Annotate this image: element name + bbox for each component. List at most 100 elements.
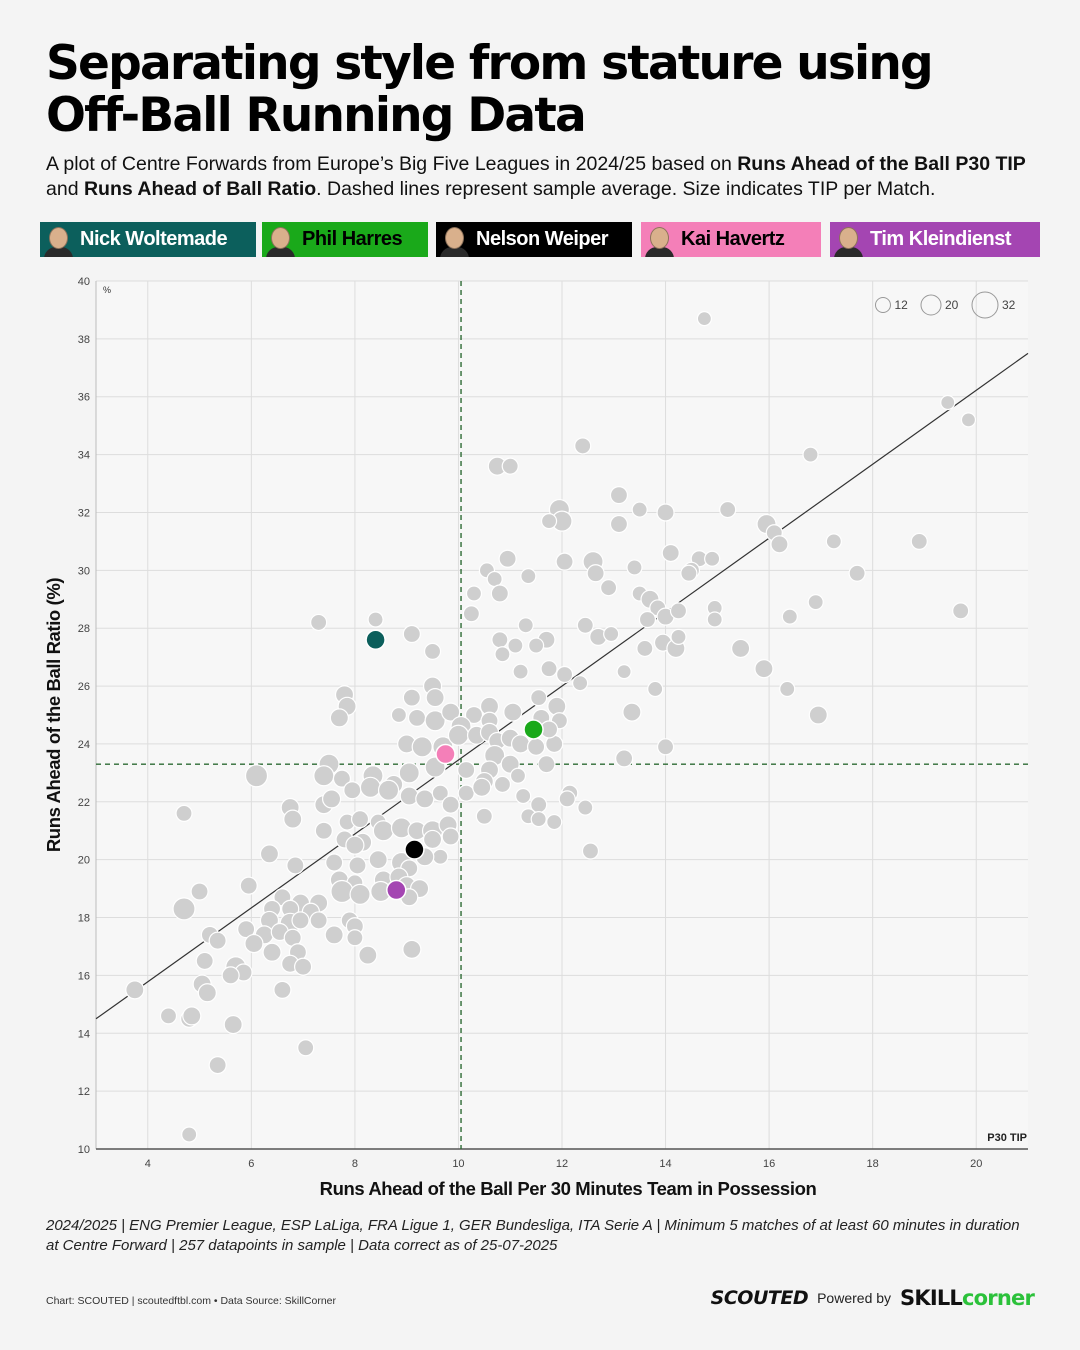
- data-point: [472, 777, 492, 797]
- x-tick-label: 14: [659, 1158, 671, 1170]
- data-point: [503, 702, 523, 722]
- data-point: [576, 616, 594, 634]
- y-tick-label: 14: [78, 1028, 90, 1040]
- footnote: 2024/2025 | ENG Premier League, ESP LaLi…: [46, 1216, 1046, 1256]
- size-legend-label: 20: [945, 298, 959, 312]
- data-point: [848, 564, 866, 582]
- player-chip-havertz: Kai Havertz: [641, 222, 821, 257]
- x-unit-label: P30 TIP: [987, 1132, 1027, 1144]
- x-tick-label: 18: [867, 1158, 879, 1170]
- data-point: [528, 637, 545, 654]
- data-point: [273, 980, 292, 999]
- data-point: [314, 821, 333, 840]
- data-point: [208, 1055, 227, 1075]
- data-point: [181, 1126, 198, 1143]
- data-point: [195, 951, 214, 971]
- data-point: [491, 631, 509, 649]
- data-point: [647, 680, 664, 698]
- data-point: [237, 920, 256, 939]
- data-point: [309, 911, 328, 930]
- data-point: [432, 848, 449, 865]
- data-point: [197, 983, 217, 1003]
- skillcorner-logo: SKILLcorner: [900, 1286, 1035, 1310]
- data-point: [415, 789, 435, 809]
- data-point: [359, 776, 382, 798]
- data-point: [239, 876, 258, 895]
- data-point: [494, 646, 511, 663]
- data-point: [390, 706, 407, 724]
- data-point: [656, 738, 675, 756]
- player-photo-icon: [830, 222, 866, 257]
- data-point: [577, 799, 594, 816]
- subtitle-bold-1: Runs Ahead of the Ball P30 TIP: [737, 153, 1026, 175]
- data-point: [638, 610, 657, 629]
- data-point: [332, 769, 352, 788]
- data-point: [348, 856, 367, 875]
- size-legend-circle: [920, 294, 942, 316]
- data-point: [402, 688, 421, 707]
- data-point: [259, 844, 280, 864]
- data-point: [283, 809, 303, 829]
- subtitle: A plot of Centre Forwards from Europe’s …: [46, 152, 1036, 202]
- data-point: [731, 638, 751, 659]
- brand-logos: SCOUTED Powered by SKILLcorner: [711, 1286, 1035, 1310]
- size-legend-label: 12: [895, 298, 909, 312]
- data-point: [399, 786, 419, 806]
- data-point: [297, 1039, 315, 1057]
- data-point: [457, 760, 476, 780]
- data-point: [706, 611, 723, 628]
- data-point: [441, 827, 460, 846]
- data-point: [546, 813, 563, 831]
- data-point: [770, 535, 789, 554]
- data-point: [510, 734, 531, 754]
- x-tick-label: 10: [452, 1158, 464, 1170]
- data-point: [808, 705, 828, 725]
- x-tick-label: 16: [763, 1158, 775, 1170]
- data-point: [457, 784, 475, 802]
- data-point: [313, 765, 335, 787]
- data-point: [530, 689, 548, 707]
- data-point: [402, 939, 422, 959]
- footnote-line-1: 2024/2025 | ENG Premier League, ESP LaLi…: [46, 1217, 1020, 1234]
- subtitle-text-1: A plot of Centre Forwards from Europe’s …: [46, 153, 738, 175]
- title-line-1: Separating style from stature using: [46, 36, 934, 91]
- x-tick-label: 12: [556, 1158, 568, 1170]
- highlighted-player-point: [523, 719, 544, 740]
- data-point: [555, 552, 574, 571]
- scatter-chart: 10 12 14 16 18 20 22 24 26 28 30 32 34 36 38 40 4 6 8 10 12 1…: [43, 276, 1029, 1199]
- highlighted-player-point: [435, 743, 456, 765]
- player-name: Nick Woltemade: [80, 228, 228, 250]
- data-point: [294, 957, 313, 976]
- y-tick-label: 10: [78, 1144, 90, 1156]
- highlighted-player-point: [365, 629, 386, 651]
- player-legend: Nick Woltemade Phil Harres Nelson Weiper…: [0, 222, 1080, 258]
- data-point: [310, 613, 328, 632]
- data-point: [530, 811, 547, 828]
- player-photo-icon: [436, 222, 472, 257]
- data-point: [475, 807, 493, 825]
- data-point: [509, 767, 527, 784]
- data-point: [321, 789, 342, 809]
- data-point: [441, 702, 461, 722]
- data-point: [512, 663, 529, 680]
- data-point: [609, 514, 629, 534]
- data-point: [175, 804, 193, 822]
- data-point: [540, 660, 558, 678]
- data-point: [680, 564, 698, 582]
- data-point: [462, 605, 480, 623]
- data-point: [490, 584, 509, 603]
- subtitle-text-2: and: [46, 178, 84, 200]
- data-point: [609, 486, 629, 505]
- data-point: [398, 762, 420, 784]
- data-point: [515, 787, 532, 805]
- data-point: [656, 503, 675, 522]
- y-axis-title: Runs Ahead of the Ball Ratio (%): [43, 578, 64, 853]
- data-point: [599, 579, 618, 597]
- data-point: [464, 705, 484, 725]
- data-point: [325, 853, 344, 872]
- data-point: [779, 680, 796, 698]
- data-point: [367, 611, 384, 628]
- data-point: [486, 570, 503, 588]
- data-point: [402, 624, 421, 644]
- y-tick-label: 36: [78, 392, 90, 404]
